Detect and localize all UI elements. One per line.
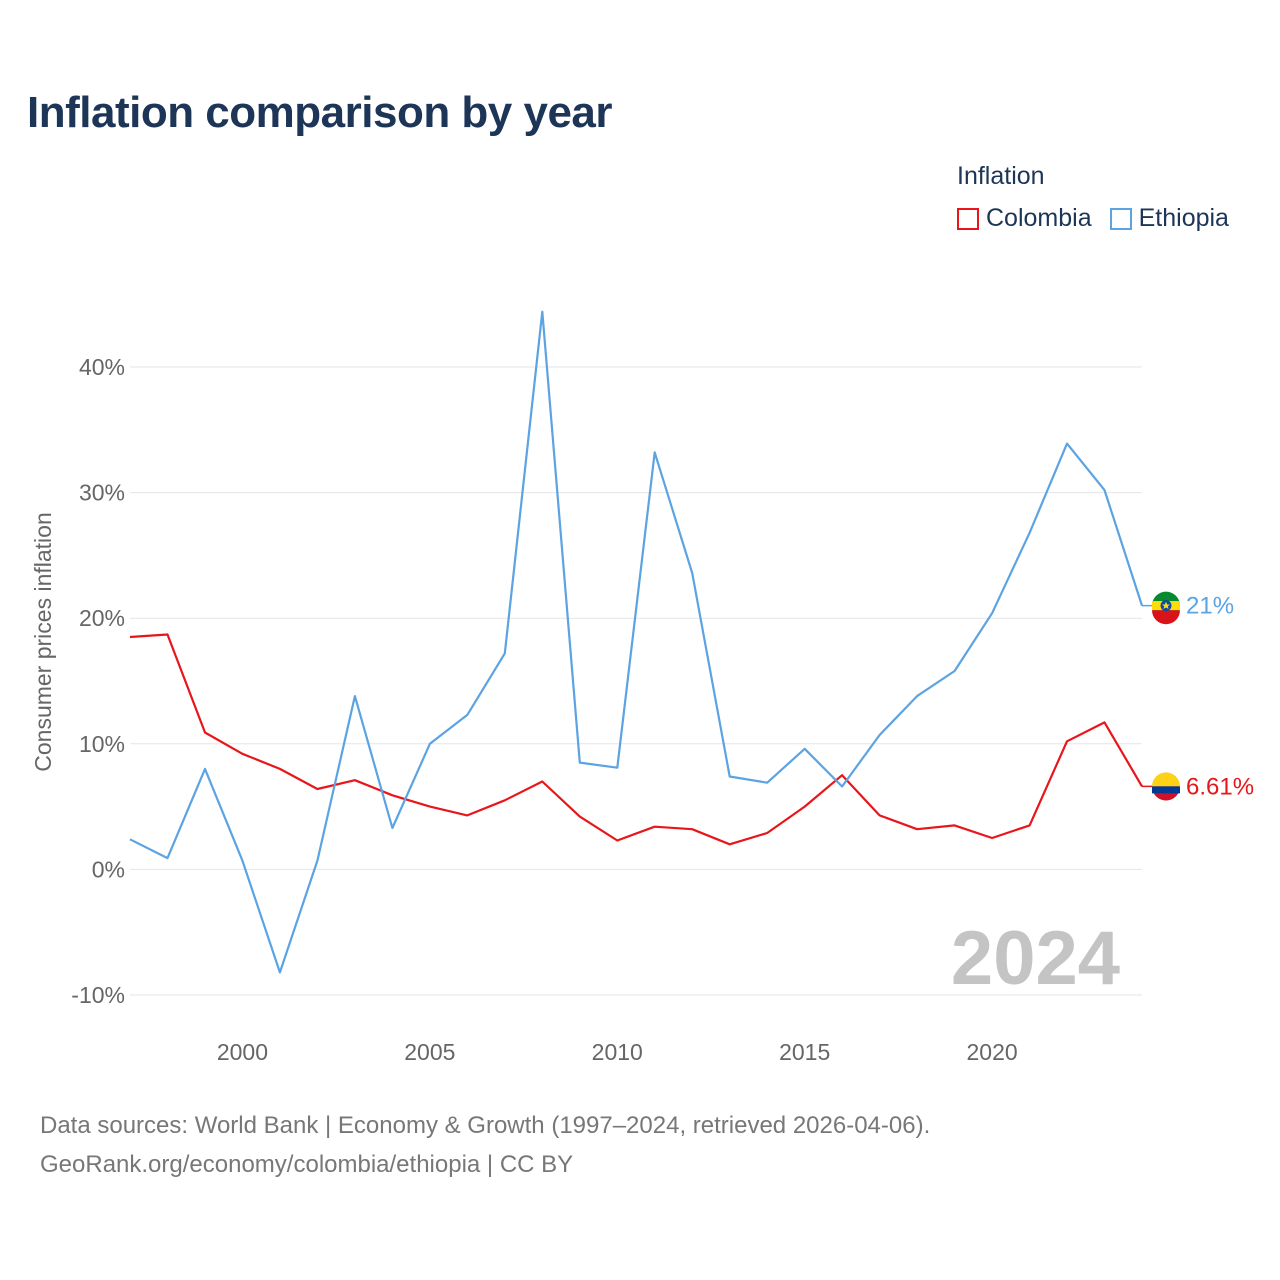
x-tick-label: 2000 <box>217 1039 268 1065</box>
end-label-colombia: 6.61% <box>1186 773 1254 800</box>
ethiopia-flag-icon <box>1152 591 1181 625</box>
legend-label-ethiopia: Ethiopia <box>1138 204 1229 232</box>
y-tick-label: 10% <box>79 731 125 757</box>
legend-label-colombia: Colombia <box>986 204 1092 232</box>
x-axis-ticks: 2000 2005 2010 2015 2020 <box>217 1039 1018 1065</box>
x-tick-label: 2010 <box>592 1039 643 1065</box>
x-tick-label: 2020 <box>966 1039 1017 1065</box>
end-labels: 6.61% 21% <box>1142 591 1254 801</box>
footer-source: Data sources: World Bank | Economy & Gro… <box>40 1112 931 1139</box>
y-axis-ticks: -10% 0% 10% 20% 30% 40% <box>71 354 125 1008</box>
y-tick-label: 20% <box>79 605 125 631</box>
chart-title: Inflation comparison by year <box>27 88 613 137</box>
footer: Data sources: World Bank | Economy & Gro… <box>40 1106 930 1184</box>
legend-swatch-colombia <box>957 207 979 230</box>
end-label-ethiopia: 21% <box>1186 593 1234 620</box>
colombia-flag-icon <box>1152 772 1181 801</box>
series-line-ethiopia <box>129 310 1144 974</box>
year-watermark: 2024 <box>951 916 1120 1001</box>
y-tick-label: 30% <box>79 480 125 506</box>
y-axis-label: Consumer prices inflation <box>30 512 56 772</box>
y-tick-label: 40% <box>79 354 125 380</box>
legend-item-colombia[interactable]: Colombia <box>957 204 1092 233</box>
x-tick-label: 2005 <box>404 1039 455 1065</box>
legend-item-ethiopia[interactable]: Ethiopia <box>1109 204 1229 233</box>
x-tick-label: 2015 <box>779 1039 830 1065</box>
legend: Colombia Ethiopia <box>957 204 1247 233</box>
y-tick-label: 0% <box>92 856 125 882</box>
series-line-colombia <box>129 633 1143 846</box>
legend-swatch-ethiopia <box>1109 207 1132 230</box>
grid-lines <box>130 366 1142 996</box>
series-lines <box>129 310 1144 974</box>
y-tick-label: -10% <box>71 982 125 1008</box>
footer-link[interactable]: GeoRank.org/economy/colombia/ethiopia | … <box>40 1151 574 1178</box>
legend-title: Inflation <box>957 162 1045 190</box>
